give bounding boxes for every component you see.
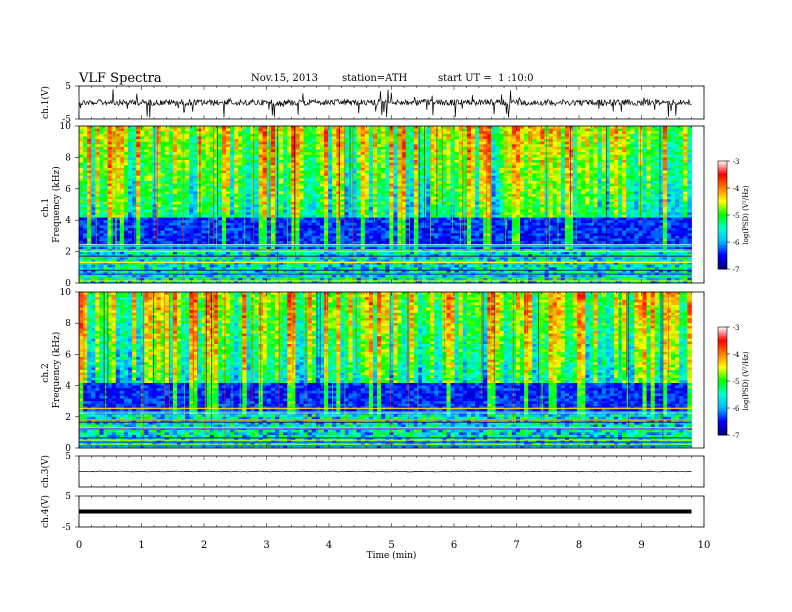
y-axis-label: Frequency (kHz)	[51, 166, 62, 243]
y-tick-label: 5	[65, 82, 71, 92]
x-axis-label: Time (min)	[367, 550, 417, 561]
colorbar-tick-label: -4	[733, 351, 740, 359]
waveform-line	[79, 89, 692, 117]
y-tick-label: -5	[62, 523, 71, 533]
x-tick-label: 2	[201, 540, 207, 551]
y-tick-label: 4	[65, 382, 71, 392]
y-axis-label: ch.3(V)	[40, 455, 51, 488]
colorbar: -3 -4 -5 -6 -7 log(PSD) (V²/Hz)	[718, 324, 750, 440]
x-tick-label: 7	[513, 540, 519, 551]
x-tick-label: 1	[138, 540, 144, 551]
x-tick-label: 4	[326, 540, 332, 551]
y-tick-label: 6	[65, 350, 71, 360]
colorbar-label: log(PSD) (V²/Hz)	[742, 185, 750, 244]
y-tick-label: 5	[65, 452, 71, 462]
y-axis-label: Frequency (kHz)	[51, 332, 62, 409]
colorbar-tick-label: -5	[733, 212, 740, 220]
y-tick-label: 2	[65, 248, 71, 258]
y-tick-label: 8	[65, 153, 71, 163]
colorbar-tick-label: -6	[733, 239, 740, 247]
x-axis: 0 1 2 3 4 5 6 7 8 9 10 Time (min)	[76, 540, 711, 561]
y-axis-label: ch.4(V)	[40, 495, 51, 528]
y-tick-label: 4	[65, 216, 71, 226]
y-tick-label: 10	[60, 122, 72, 132]
y-axis-label: ch.1(V)	[40, 86, 51, 119]
x-tick-label: 10	[698, 540, 711, 551]
colorbar-tick-label: -7	[733, 266, 740, 274]
channel-label: ch.1	[41, 198, 51, 217]
colorbar: -3 -4 -5 -6 -7 log(PSD) (V²/Hz)	[718, 158, 750, 274]
waveform-panel-0: 5-5	[62, 82, 704, 125]
y-tick-label: 5	[65, 492, 71, 502]
y-tick-label: 8	[65, 319, 71, 329]
colorbar-tick-label: -3	[733, 324, 740, 332]
waveform-panel-4: 5 -5	[62, 492, 704, 533]
x-tick-label: 5	[388, 540, 394, 551]
colorbar-tick-label: -3	[733, 158, 740, 166]
x-tick-label: 0	[76, 540, 82, 551]
y-tick-label: 10	[60, 288, 72, 298]
colorbar-tick-label: -5	[733, 378, 740, 386]
x-tick-label: 3	[263, 540, 269, 551]
colorbar-tick-label: -7	[733, 432, 740, 440]
x-tick-label: 8	[576, 540, 582, 551]
x-tick-label: 9	[638, 540, 644, 551]
vlf-spectra-figure: 5-5ch.1(V)0246810ch.1 Frequency (kHz)-3-4…	[0, 0, 792, 612]
x-tick-label: 6	[451, 540, 457, 551]
colorbar-tick-label: -6	[733, 405, 740, 413]
colorbar-tick-label: -4	[733, 185, 740, 193]
waveform-panel-3: 5	[65, 452, 704, 487]
y-tick-label: 2	[65, 413, 71, 423]
waveform-line	[79, 471, 692, 472]
colorbar-label: log(PSD) (V²/Hz)	[742, 351, 750, 410]
channel-label: ch.2	[41, 363, 51, 382]
y-tick-label: 6	[65, 185, 71, 195]
